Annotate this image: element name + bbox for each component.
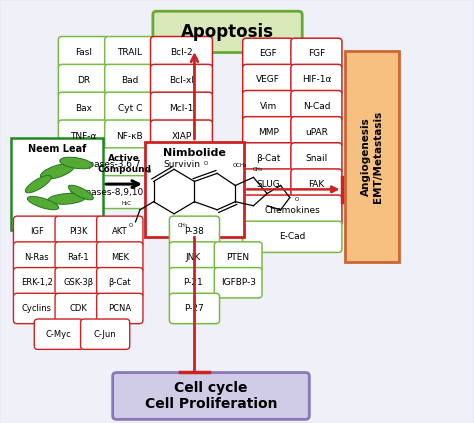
Text: O: O [129, 223, 133, 228]
FancyBboxPatch shape [169, 242, 217, 272]
Text: JNK: JNK [186, 253, 201, 261]
FancyBboxPatch shape [55, 216, 101, 247]
Text: Survivin: Survivin [163, 160, 200, 169]
Text: PTEN: PTEN [227, 253, 250, 261]
FancyBboxPatch shape [105, 64, 155, 97]
FancyBboxPatch shape [81, 319, 130, 349]
Text: EGF: EGF [259, 49, 277, 58]
Text: Chemokines: Chemokines [264, 206, 320, 215]
FancyBboxPatch shape [97, 216, 143, 247]
FancyBboxPatch shape [291, 91, 342, 122]
Text: E-Cad: E-Cad [279, 232, 305, 241]
FancyBboxPatch shape [58, 92, 109, 125]
Text: β-Cat: β-Cat [256, 154, 281, 163]
Text: OCH₃: OCH₃ [233, 163, 247, 168]
Text: IGF: IGF [30, 227, 44, 236]
Text: TNF-α: TNF-α [70, 132, 97, 141]
Text: TRAIL: TRAIL [117, 49, 142, 58]
FancyBboxPatch shape [105, 36, 155, 69]
Text: VEGF: VEGF [256, 75, 280, 85]
FancyBboxPatch shape [214, 242, 262, 272]
FancyBboxPatch shape [113, 373, 310, 419]
Text: P-21: P-21 [183, 278, 203, 287]
Text: Bax: Bax [75, 104, 92, 113]
Ellipse shape [40, 164, 74, 179]
FancyBboxPatch shape [243, 91, 294, 122]
Text: DR: DR [77, 76, 90, 85]
Text: Vim: Vim [260, 102, 277, 110]
FancyBboxPatch shape [11, 138, 103, 231]
Text: Cyt C: Cyt C [118, 104, 142, 113]
FancyBboxPatch shape [55, 293, 101, 324]
FancyBboxPatch shape [13, 216, 60, 247]
FancyBboxPatch shape [291, 38, 342, 69]
Text: Active
Compound: Active Compound [97, 154, 151, 173]
FancyBboxPatch shape [243, 64, 294, 96]
Text: Bad: Bad [121, 76, 138, 85]
Text: P-38: P-38 [184, 227, 204, 236]
Text: Angiogenesis
EMT/Metastasis: Angiogenesis EMT/Metastasis [361, 110, 383, 203]
Text: O: O [294, 197, 299, 202]
FancyBboxPatch shape [151, 148, 212, 181]
Text: ERK-1,2: ERK-1,2 [21, 278, 53, 287]
FancyBboxPatch shape [151, 64, 212, 97]
Text: Bcl-xl: Bcl-xl [169, 76, 194, 85]
FancyBboxPatch shape [151, 92, 212, 125]
FancyBboxPatch shape [243, 169, 294, 200]
Text: FAK: FAK [308, 180, 325, 189]
Text: P-27: P-27 [184, 304, 204, 313]
FancyBboxPatch shape [345, 51, 399, 262]
FancyBboxPatch shape [169, 293, 219, 324]
FancyBboxPatch shape [13, 242, 60, 272]
FancyBboxPatch shape [145, 142, 244, 237]
Text: C-Jun: C-Jun [94, 330, 117, 339]
Text: MMP: MMP [258, 128, 279, 137]
FancyBboxPatch shape [291, 143, 342, 174]
Text: PCNA: PCNA [108, 304, 131, 313]
FancyBboxPatch shape [58, 64, 109, 97]
Text: Apoptosis: Apoptosis [181, 23, 274, 41]
Ellipse shape [25, 176, 51, 193]
FancyBboxPatch shape [58, 148, 155, 181]
Ellipse shape [27, 196, 59, 210]
Text: Nimbolide: Nimbolide [163, 148, 226, 158]
Text: CH₃: CH₃ [253, 167, 263, 172]
Ellipse shape [48, 193, 85, 204]
Text: H₂C: H₂C [121, 201, 131, 206]
Ellipse shape [68, 185, 93, 200]
Text: MEK: MEK [111, 253, 129, 261]
Text: FGF: FGF [308, 49, 325, 58]
FancyBboxPatch shape [58, 36, 109, 69]
FancyBboxPatch shape [214, 268, 262, 298]
Text: N-Cad: N-Cad [302, 102, 330, 110]
Text: FasI: FasI [75, 49, 92, 58]
FancyBboxPatch shape [291, 117, 342, 148]
FancyBboxPatch shape [34, 319, 83, 349]
Text: Snail: Snail [305, 154, 328, 163]
FancyBboxPatch shape [243, 195, 342, 226]
Text: C-Myc: C-Myc [46, 330, 72, 339]
FancyBboxPatch shape [151, 120, 212, 153]
FancyBboxPatch shape [97, 242, 143, 272]
FancyBboxPatch shape [13, 268, 60, 298]
Text: N-Ras: N-Ras [24, 253, 49, 261]
FancyBboxPatch shape [97, 293, 143, 324]
FancyBboxPatch shape [243, 221, 342, 253]
Text: Caspases-8,9,10: Caspases-8,9,10 [69, 188, 144, 197]
Text: uPAR: uPAR [305, 128, 328, 137]
FancyBboxPatch shape [153, 11, 302, 52]
Text: GSK-3β: GSK-3β [63, 278, 93, 287]
Text: O: O [147, 169, 151, 174]
Text: Caspases-3,6,7: Caspases-3,6,7 [73, 160, 141, 169]
Text: NF-κB: NF-κB [117, 132, 143, 141]
Ellipse shape [60, 157, 92, 169]
FancyBboxPatch shape [243, 143, 294, 174]
Text: Mcl-1: Mcl-1 [169, 104, 194, 113]
FancyBboxPatch shape [243, 117, 294, 148]
Text: Neem Leaf: Neem Leaf [28, 144, 86, 154]
FancyBboxPatch shape [55, 268, 101, 298]
FancyBboxPatch shape [13, 293, 60, 324]
FancyBboxPatch shape [291, 64, 342, 96]
Text: Bcl-2: Bcl-2 [170, 49, 193, 58]
